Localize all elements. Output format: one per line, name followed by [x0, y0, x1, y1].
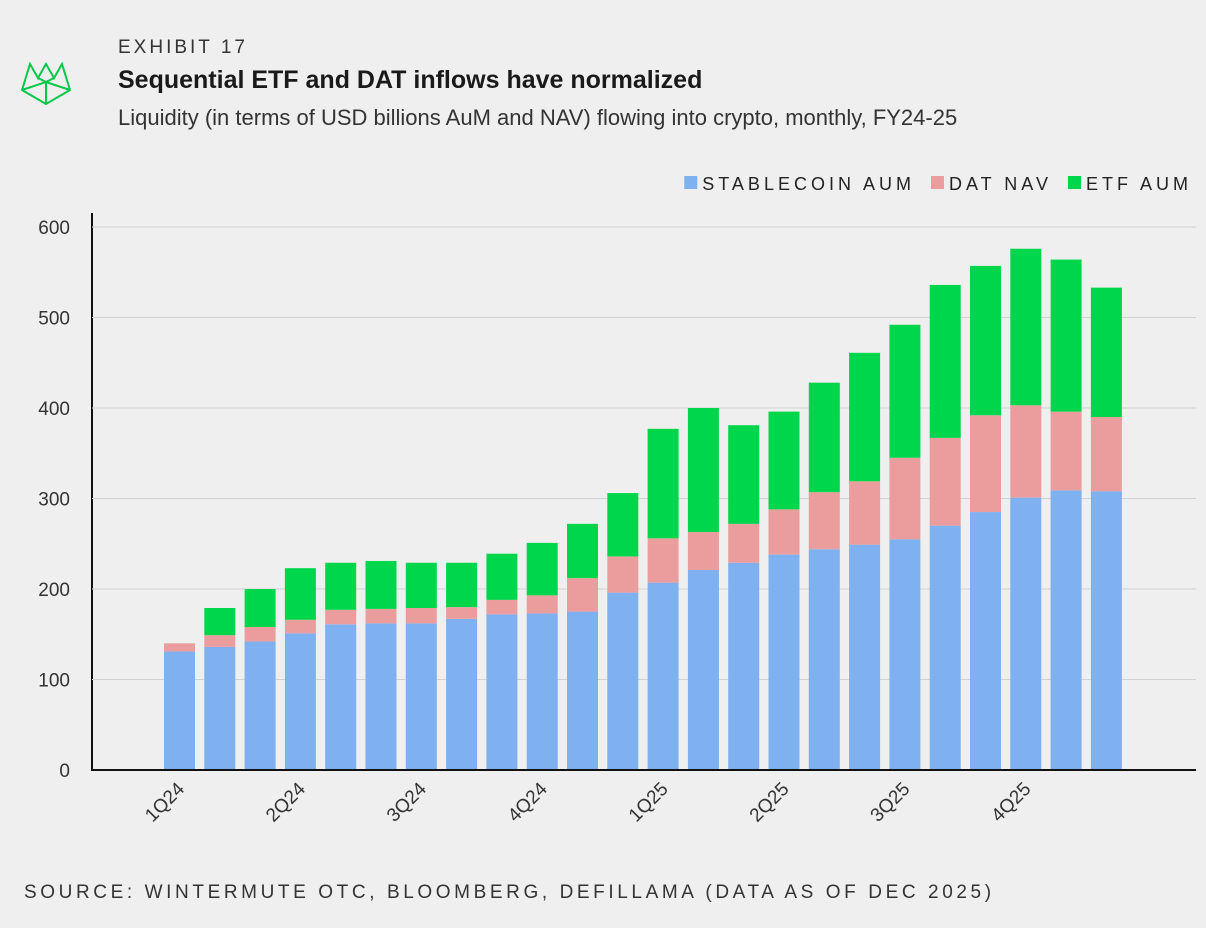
- bar-segment: [486, 599, 518, 615]
- bar-segment: [567, 611, 598, 770]
- bar-segment: [164, 651, 195, 770]
- bar-segment: [607, 493, 639, 557]
- bar-segment: [1050, 490, 1082, 770]
- bar-segment: [808, 492, 840, 550]
- bar-segment: [567, 578, 598, 612]
- legend-label: STABLECOIN AUM: [702, 174, 915, 194]
- bar-segment: [325, 562, 357, 610]
- source-note: SOURCE: WINTERMUTE OTC, BLOOMBERG, DEFIL…: [24, 882, 995, 903]
- bar-segment: [1010, 248, 1042, 406]
- bar-segment: [365, 560, 397, 609]
- bar-segment: [567, 523, 598, 579]
- bar-segment: [486, 614, 518, 770]
- bar-segment: [929, 525, 961, 770]
- bar-segment: [446, 618, 478, 770]
- bar-segment: [728, 425, 760, 524]
- bar-segment: [164, 643, 195, 652]
- bar-segment: [849, 481, 881, 545]
- logo: [20, 61, 72, 106]
- bar-segment: [808, 382, 840, 493]
- bar-segment: [325, 624, 357, 770]
- bar-segment: [1050, 259, 1082, 412]
- bar-segment: [687, 408, 719, 532]
- y-tick-label: 200: [38, 580, 70, 601]
- bar-segment: [244, 627, 276, 642]
- x-tick-label: 2Q24: [262, 778, 310, 826]
- bar-segment: [1090, 417, 1122, 492]
- bar-segment: [768, 509, 800, 555]
- bar-segment: [929, 437, 961, 526]
- bar-segment: [607, 556, 639, 593]
- legend-swatch: [684, 176, 698, 189]
- x-tick-label: 4Q24: [504, 778, 552, 826]
- bar-segment: [486, 553, 518, 600]
- chart-title: Sequential ETF and DAT inflows have norm…: [118, 66, 702, 94]
- bar-segment: [768, 554, 800, 770]
- bar-segment: [365, 608, 397, 624]
- exhibit-label: EXHIBIT 17: [118, 37, 248, 58]
- y-tick-label: 600: [38, 218, 70, 239]
- bar-segment: [284, 619, 316, 634]
- bar-segment: [526, 542, 558, 596]
- bar-segment: [889, 539, 921, 770]
- bar-segment: [647, 582, 679, 770]
- bar-segment: [1010, 405, 1042, 498]
- y-tick-label: 400: [38, 399, 70, 420]
- bar-segment: [849, 544, 881, 770]
- bar-segment: [607, 592, 639, 770]
- bar-segment: [1010, 497, 1042, 770]
- bar-segment: [244, 589, 276, 628]
- bar-segment: [728, 523, 760, 563]
- bar-segment: [808, 549, 840, 770]
- bar-segment: [728, 562, 760, 770]
- bar-segment: [325, 609, 357, 625]
- bar-segment: [1090, 287, 1122, 418]
- bar-segment: [687, 531, 719, 570]
- y-tick-label: 0: [59, 761, 70, 782]
- x-tick-label: 1Q24: [141, 778, 189, 826]
- bar-segment: [1050, 411, 1082, 491]
- chart-subtitle: Liquidity (in terms of USD billions AuM …: [118, 105, 957, 130]
- bar-segment: [284, 568, 316, 620]
- legend-label: ETF AUM: [1086, 174, 1192, 194]
- legend-swatch: [930, 176, 944, 189]
- y-tick-label: 100: [38, 671, 70, 692]
- bar-segment: [365, 623, 397, 770]
- bar-segment: [526, 595, 558, 614]
- bar-segment: [446, 607, 478, 619]
- bar-segment: [204, 608, 236, 636]
- bar-segment: [405, 562, 437, 609]
- bar-segment: [889, 457, 921, 540]
- bar-segment: [970, 265, 1001, 416]
- y-tick-label: 300: [38, 490, 70, 511]
- x-tick-label: 2Q25: [746, 779, 794, 827]
- bar-segment: [284, 633, 316, 770]
- bar-segment: [687, 569, 719, 770]
- bar-segment: [244, 641, 276, 770]
- bar-segment: [647, 538, 679, 583]
- bar-segment: [647, 428, 679, 539]
- bar-segment: [405, 608, 437, 624]
- y-tick-label: 500: [38, 309, 70, 330]
- bar-segment: [446, 562, 478, 608]
- bar-segment: [204, 646, 236, 770]
- x-tick-label: 4Q25: [988, 779, 1036, 827]
- x-tick-label: 3Q25: [867, 779, 915, 827]
- bar-segment: [204, 635, 236, 647]
- bar-segment: [970, 512, 1001, 770]
- bar-segment: [526, 613, 558, 770]
- legend-label: DAT NAV: [949, 174, 1052, 194]
- bar-segment: [849, 352, 881, 482]
- bar-segment: [768, 411, 800, 510]
- x-tick-label: 3Q24: [383, 778, 431, 826]
- bar-segment: [929, 284, 961, 438]
- bar-segment: [889, 324, 921, 458]
- bar-segment: [970, 415, 1001, 513]
- bar-segment: [1090, 491, 1122, 770]
- legend-swatch: [1067, 176, 1081, 189]
- x-tick-label: 1Q25: [625, 779, 673, 827]
- bar-segment: [405, 623, 437, 770]
